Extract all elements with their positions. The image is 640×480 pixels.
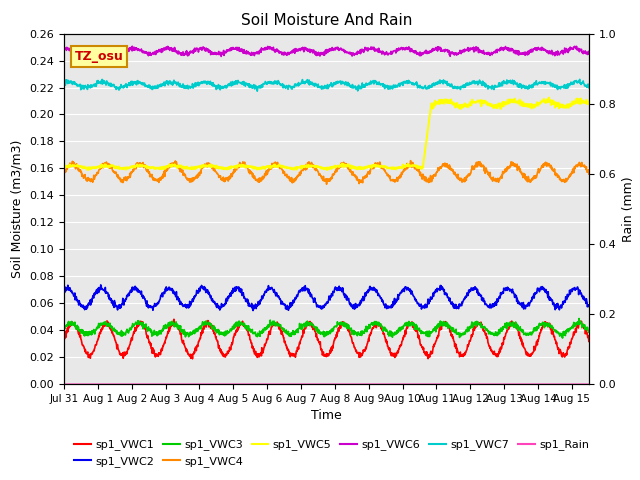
sp1_VWC7 bbox=[253, 88, 261, 94]
sp1_VWC1 bbox=[60, 335, 68, 340]
sp1_VWC4 bbox=[283, 171, 291, 177]
sp1_VWC1 bbox=[585, 338, 593, 344]
sp1_VWC5 bbox=[200, 162, 207, 168]
sp1_VWC7 bbox=[585, 85, 593, 91]
sp1_VWC1 bbox=[189, 356, 196, 362]
sp1_VWC6 bbox=[585, 51, 593, 57]
sp1_VWC6 bbox=[60, 44, 68, 49]
sp1_VWC6 bbox=[304, 47, 312, 52]
Line: sp1_VWC7: sp1_VWC7 bbox=[64, 79, 589, 91]
sp1_VWC1 bbox=[122, 351, 130, 357]
Line: sp1_VWC1: sp1_VWC1 bbox=[64, 319, 589, 359]
sp1_VWC7 bbox=[294, 81, 301, 87]
sp1_VWC1 bbox=[284, 347, 291, 353]
sp1_VWC4 bbox=[100, 160, 108, 166]
sp1_VWC1 bbox=[170, 316, 178, 322]
sp1_VWC6 bbox=[284, 51, 291, 57]
Y-axis label: Rain (mm): Rain (mm) bbox=[622, 176, 635, 241]
sp1_VWC6 bbox=[218, 53, 225, 59]
X-axis label: Time: Time bbox=[311, 409, 342, 422]
sp1_VWC4 bbox=[122, 177, 130, 183]
Line: sp1_VWC2: sp1_VWC2 bbox=[64, 285, 589, 311]
sp1_VWC3 bbox=[283, 329, 291, 335]
sp1_VWC6 bbox=[94, 43, 102, 49]
Legend: sp1_VWC1, sp1_VWC2, sp1_VWC3, sp1_VWC4, sp1_VWC5, sp1_VWC6, sp1_VWC7, sp1_Rain: sp1_VWC1, sp1_VWC2, sp1_VWC3, sp1_VWC4, … bbox=[70, 435, 594, 471]
sp1_VWC6 bbox=[360, 48, 367, 53]
sp1_VWC2 bbox=[585, 303, 593, 309]
sp1_VWC1 bbox=[360, 347, 367, 353]
sp1_Rain bbox=[60, 381, 68, 387]
Title: Soil Moisture And Rain: Soil Moisture And Rain bbox=[241, 13, 412, 28]
sp1_VWC3 bbox=[585, 329, 593, 335]
sp1_VWC4 bbox=[303, 165, 311, 170]
sp1_VWC6 bbox=[122, 49, 130, 55]
sp1_VWC2 bbox=[60, 288, 68, 294]
sp1_VWC7 bbox=[60, 80, 68, 86]
sp1_VWC3 bbox=[359, 328, 367, 334]
sp1_VWC3 bbox=[303, 323, 311, 328]
sp1_VWC5 bbox=[84, 168, 92, 173]
sp1_VWC1 bbox=[100, 321, 108, 327]
sp1_VWC4 bbox=[294, 173, 301, 179]
sp1_VWC5 bbox=[338, 161, 346, 167]
sp1_VWC4 bbox=[323, 181, 330, 187]
sp1_VWC7 bbox=[303, 77, 311, 83]
sp1_VWC7 bbox=[122, 81, 130, 86]
sp1_Rain bbox=[283, 381, 291, 387]
sp1_Rain bbox=[303, 381, 311, 387]
sp1_Rain bbox=[100, 381, 108, 387]
sp1_Rain bbox=[585, 381, 593, 387]
sp1_VWC3 bbox=[294, 326, 301, 332]
sp1_VWC7 bbox=[576, 76, 584, 82]
sp1_VWC5 bbox=[156, 164, 164, 170]
sp1_VWC7 bbox=[100, 80, 108, 86]
sp1_VWC3 bbox=[575, 315, 583, 321]
sp1_VWC1 bbox=[294, 344, 302, 350]
sp1_VWC7 bbox=[283, 83, 291, 89]
sp1_VWC2 bbox=[97, 282, 104, 288]
sp1_VWC5 bbox=[70, 163, 77, 169]
sp1_VWC1 bbox=[304, 320, 312, 326]
Y-axis label: Soil Moisture (m3/m3): Soil Moisture (m3/m3) bbox=[11, 140, 24, 278]
sp1_VWC3 bbox=[60, 322, 68, 327]
sp1_Rain bbox=[294, 381, 301, 387]
sp1_VWC2 bbox=[101, 289, 109, 295]
sp1_VWC4 bbox=[359, 174, 367, 180]
sp1_VWC3 bbox=[100, 319, 108, 325]
sp1_VWC4 bbox=[585, 171, 593, 177]
sp1_VWC3 bbox=[122, 330, 130, 336]
sp1_VWC6 bbox=[101, 47, 109, 53]
sp1_VWC5 bbox=[404, 163, 412, 168]
Line: sp1_VWC5: sp1_VWC5 bbox=[64, 164, 423, 170]
sp1_VWC5 bbox=[60, 164, 68, 169]
sp1_VWC4 bbox=[60, 169, 68, 175]
sp1_VWC5 bbox=[419, 165, 427, 170]
Line: sp1_VWC6: sp1_VWC6 bbox=[64, 46, 589, 56]
sp1_VWC5 bbox=[309, 163, 317, 169]
sp1_VWC2 bbox=[304, 287, 312, 293]
sp1_Rain bbox=[359, 381, 367, 387]
sp1_VWC2 bbox=[122, 296, 130, 302]
Text: TZ_osu: TZ_osu bbox=[74, 50, 124, 63]
sp1_VWC2 bbox=[284, 302, 291, 308]
sp1_VWC7 bbox=[359, 82, 367, 88]
sp1_VWC2 bbox=[294, 291, 302, 297]
sp1_VWC3 bbox=[559, 335, 566, 341]
sp1_Rain bbox=[122, 381, 130, 387]
sp1_VWC5 bbox=[230, 164, 238, 170]
sp1_VWC4 bbox=[407, 158, 415, 164]
sp1_VWC2 bbox=[249, 308, 257, 313]
sp1_VWC6 bbox=[294, 48, 302, 54]
Line: sp1_VWC4: sp1_VWC4 bbox=[64, 161, 589, 184]
sp1_VWC2 bbox=[360, 296, 367, 302]
Line: sp1_VWC3: sp1_VWC3 bbox=[64, 318, 589, 338]
